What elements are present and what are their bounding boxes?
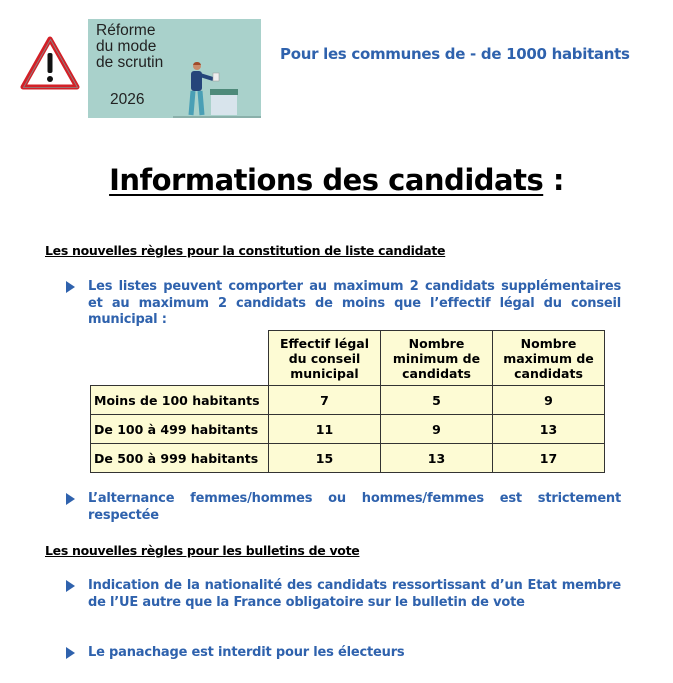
bullet-text: Les listes peuvent comporter au maximum …	[88, 279, 621, 327]
poster-title: Réforme du mode de scrutin	[96, 23, 163, 71]
bullet-item: L’alternance femmes/hommes ou hommes/fem…	[66, 491, 621, 524]
column-header: Effectif légal du conseil municipal	[268, 330, 381, 386]
table-cell: 13	[492, 414, 605, 444]
table-cell: 15	[268, 443, 381, 473]
poster-line: du mode	[96, 38, 157, 55]
section-heading-ballot-rules: Les nouvelles règles pour les bulletins …	[45, 543, 360, 558]
table-header-row: Effectif légal du conseil municipal Nomb…	[90, 330, 605, 386]
page-title: Informations des candidats :	[0, 163, 673, 197]
bullet-item: Indication de la nationalité des candida…	[66, 578, 621, 611]
target-communes-subtitle: Pour les communes de - de 1000 habitants	[280, 45, 630, 63]
column-header: Nombre maximum de candidats	[492, 330, 605, 386]
table-row: De 100 à 499 habitants 11 9 13	[90, 414, 605, 444]
page-title-text: Informations des candidats	[109, 163, 544, 197]
table-cell: 5	[380, 385, 493, 415]
bullet-item: Les listes peuvent comporter au maximum …	[66, 279, 621, 329]
warning-icon	[20, 36, 80, 90]
table-corner	[90, 330, 269, 386]
table-cell: 9	[380, 414, 493, 444]
bullet-triangle-icon	[66, 580, 75, 592]
bullet-text: Indication de la nationalité des candida…	[88, 578, 621, 610]
table-cell: 17	[492, 443, 605, 473]
bullet-text: L’alternance femmes/hommes ou hommes/fem…	[88, 491, 621, 523]
table-cell: 13	[380, 443, 493, 473]
table-cell: 7	[268, 385, 381, 415]
page-title-suffix: :	[543, 163, 565, 197]
candidates-table: Effectif légal du conseil municipal Nomb…	[90, 330, 605, 473]
bullet-triangle-icon	[66, 281, 75, 293]
poster-line: de scrutin	[96, 54, 164, 71]
poster-year: 2026	[110, 91, 145, 108]
voter-illustration	[173, 61, 261, 118]
poster-line: Réforme	[96, 22, 156, 39]
section-heading-list-rules: Les nouvelles règles pour la constitutio…	[45, 243, 446, 258]
row-label: Moins de 100 habitants	[90, 385, 269, 415]
bullet-triangle-icon	[66, 493, 75, 505]
row-label: De 100 à 499 habitants	[90, 414, 269, 444]
table-row: De 500 à 999 habitants 15 13 17	[90, 443, 605, 473]
row-label: De 500 à 999 habitants	[90, 443, 269, 473]
column-header: Nombre minimum de candidats	[380, 330, 493, 386]
table-row: Moins de 100 habitants 7 5 9	[90, 385, 605, 415]
bullet-item: Le panachage est interdit pour les élect…	[66, 645, 621, 662]
table-cell: 9	[492, 385, 605, 415]
bullet-text: Le panachage est interdit pour les élect…	[88, 645, 405, 660]
bullet-triangle-icon	[66, 647, 75, 659]
table-cell: 11	[268, 414, 381, 444]
reform-poster-image: Réforme du mode de scrutin 2026	[88, 19, 261, 118]
